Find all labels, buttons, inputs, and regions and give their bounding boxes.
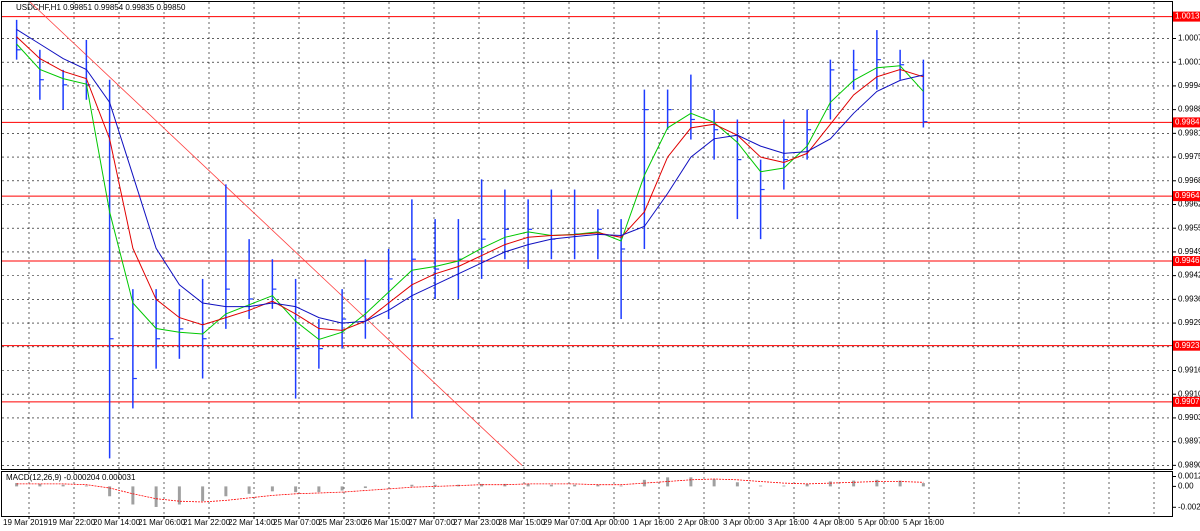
y-tick-label: 0.98970 <box>1178 437 1200 446</box>
time-label: 20 Mar 14:00 <box>93 518 141 527</box>
time-label: 3 Apr 00:00 <box>723 518 764 527</box>
level-label: 0.99643 <box>1175 191 1200 200</box>
macd-frame <box>1 471 1173 517</box>
time-label: 1 Apr 16:00 <box>633 518 674 527</box>
y-tick-label: 0.99490 <box>1178 247 1200 256</box>
moving-average <box>16 36 924 331</box>
time-label: 26 Mar 15:00 <box>363 518 411 527</box>
macd-tick-label: -0.00254 <box>1178 502 1200 511</box>
macd-tick-label: 0.00 <box>1178 482 1194 491</box>
macd-title: MACD(12,26,9) -0.000204 0.000031 <box>6 473 136 482</box>
y-tick-label: 0.98905 <box>1178 460 1200 469</box>
time-label: 21 Mar 06:00 <box>138 518 186 527</box>
y-tick-label: 0.99880 <box>1178 105 1200 114</box>
macd-tick-label: 0.001204 <box>1178 472 1200 481</box>
time-label: 4 Apr 08:00 <box>813 518 854 527</box>
time-label: 29 Mar 07:00 <box>543 518 591 527</box>
y-tick-label: 0.99100 <box>1178 389 1200 398</box>
level-tag <box>1173 191 1200 202</box>
trendline <box>29 1 523 466</box>
level-label: 0.99079 <box>1175 397 1200 406</box>
y-tick-label: 0.99750 <box>1178 152 1200 161</box>
moving-average <box>16 28 924 324</box>
level-label: 1.00135 <box>1175 12 1200 21</box>
y-tick-label: 0.99685 <box>1178 176 1200 185</box>
y-tick-label: 0.99295 <box>1178 318 1200 327</box>
y-tick-label: 0.99620 <box>1178 200 1200 209</box>
level-tag <box>1173 11 1200 22</box>
y-tick-label: 1.00075 <box>1178 34 1200 43</box>
y-tick-label: 0.99035 <box>1178 413 1200 422</box>
time-label: 25 Mar 23:00 <box>318 518 366 527</box>
time-label: 5 Apr 16:00 <box>903 518 944 527</box>
time-label: 22 Mar 14:00 <box>228 518 276 527</box>
main-frame <box>1 1 1173 470</box>
time-label: 25 Mar 07:00 <box>273 518 321 527</box>
chart-title: USDCHF,H1 0.99851 0.99854 0.99835 0.9985… <box>16 3 186 12</box>
time-label: 19 Mar 22:00 <box>48 518 96 527</box>
level-label: 0.99845 <box>1175 118 1200 127</box>
y-tick-label: 0.99555 <box>1178 223 1200 232</box>
time-label: 1 Apr 00:00 <box>588 518 629 527</box>
time-label: 28 Mar 15:00 <box>498 518 546 527</box>
level-tag <box>1173 256 1200 267</box>
level-tag <box>1173 396 1200 407</box>
y-tick-label: 0.99425 <box>1178 271 1200 280</box>
time-label: 3 Apr 16:00 <box>768 518 809 527</box>
time-label: 27 Mar 07:00 <box>408 518 456 527</box>
level-label: 0.99233 <box>1175 341 1200 350</box>
y-tick-label: 0.99165 <box>1178 366 1200 375</box>
level-tag <box>1173 117 1200 128</box>
y-tick-label: 0.99815 <box>1178 128 1200 137</box>
y-tick-label: 0.99945 <box>1178 81 1200 90</box>
y-tick-label: 0.99360 <box>1178 294 1200 303</box>
time-label: 21 Mar 22:00 <box>183 518 231 527</box>
time-label: 2 Apr 08:00 <box>678 518 719 527</box>
time-label: 27 Mar 23:00 <box>453 518 501 527</box>
moving-average <box>16 43 924 341</box>
time-label: 5 Apr 00:00 <box>858 518 899 527</box>
time-label: 19 Mar 2019 <box>3 518 48 527</box>
level-tag <box>1173 340 1200 351</box>
y-tick-label: 1.00010 <box>1178 57 1200 66</box>
level-label: 0.99465 <box>1175 256 1200 265</box>
